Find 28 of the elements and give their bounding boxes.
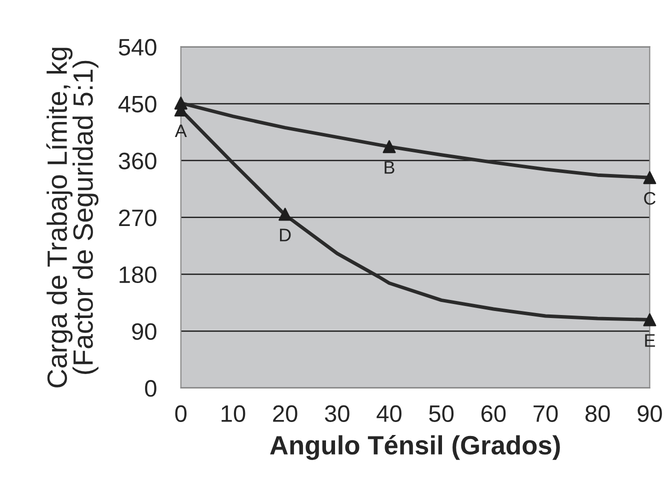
x-tick-label: 50	[429, 405, 454, 422]
y-tick-label: 0	[145, 380, 156, 397]
x-tick-label: 20	[273, 405, 298, 422]
x-tick-label: 60	[482, 405, 506, 422]
point	[643, 171, 656, 184]
annotation: D	[280, 228, 291, 242]
y-tick-label: 270	[119, 209, 156, 226]
y-tick-label: 360	[118, 152, 156, 170]
y-tick-label: 540	[118, 38, 156, 56]
annotation: A	[174, 124, 187, 137]
x-tick-label: 0	[175, 405, 187, 422]
y-tick-label: 90	[132, 323, 156, 340]
annotation: B	[384, 161, 394, 174]
point	[278, 208, 292, 221]
x-tick-label: 30	[324, 405, 350, 422]
x-tick-label: 10	[222, 405, 246, 422]
y-axis-title: Carga de Trabajo Límite, kg (Factor de Seguridad 5:1)	[46, 48, 98, 388]
annotation: C	[644, 192, 656, 205]
x-axis-title: Angulo Ténsil (Grados)	[270, 435, 560, 460]
x-tick-label: 90	[638, 405, 662, 422]
x-tick-label: 80	[586, 405, 610, 422]
y-tick-label: 450	[118, 96, 156, 112]
y-tick-label: 180	[120, 266, 156, 284]
point	[382, 140, 396, 154]
point	[643, 313, 656, 326]
x-tick-label: 40	[376, 405, 402, 422]
x-tick-label: 70	[534, 405, 558, 422]
annotation: E	[645, 334, 655, 347]
